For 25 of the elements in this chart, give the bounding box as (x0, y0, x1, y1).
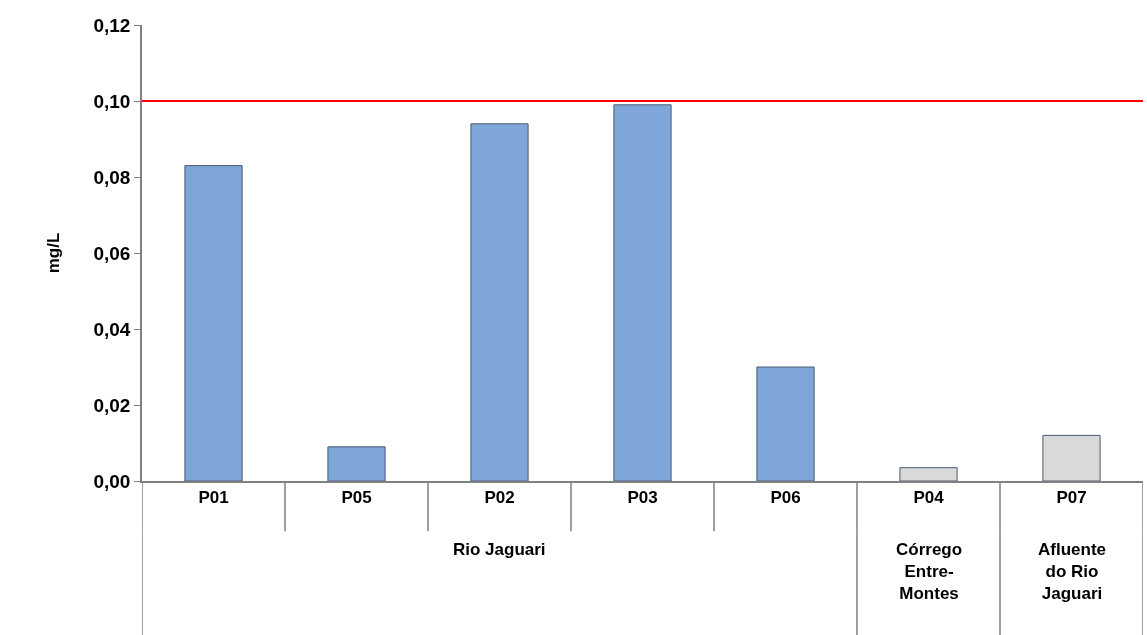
text: Córrego Entre-Montes (896, 540, 963, 604)
x-tick-label: P04 (913, 488, 945, 508)
x-tick-label: P06 (770, 488, 801, 508)
x-tick-label: P07 (1056, 488, 1087, 508)
y-tick-label: 0,06 (93, 242, 131, 264)
y-tick-label: 0,02 (93, 394, 131, 416)
bar (184, 165, 243, 481)
bar (470, 123, 529, 481)
text: Rio Jaguari (453, 540, 546, 559)
x-tick-label: P01 (198, 488, 229, 508)
bar (1042, 434, 1101, 481)
bar (899, 467, 958, 481)
bar (613, 104, 672, 481)
y-axis-title: mg/L (43, 232, 63, 274)
y-tick-label: 0,00 (93, 470, 131, 492)
y-tick-label: 0,08 (93, 166, 131, 188)
y-tick-label: 0,12 (93, 14, 131, 36)
y-tick-label: 0,10 (93, 90, 131, 112)
x-tick-label: P02 (484, 488, 515, 508)
bar (327, 446, 386, 481)
y-tick-label: 0,04 (93, 318, 131, 340)
x-tick-label: P05 (341, 488, 372, 508)
bar (756, 366, 815, 481)
x-tick-label: P03 (627, 488, 658, 508)
text: Afluente do Rio Jaguari (1038, 540, 1106, 604)
